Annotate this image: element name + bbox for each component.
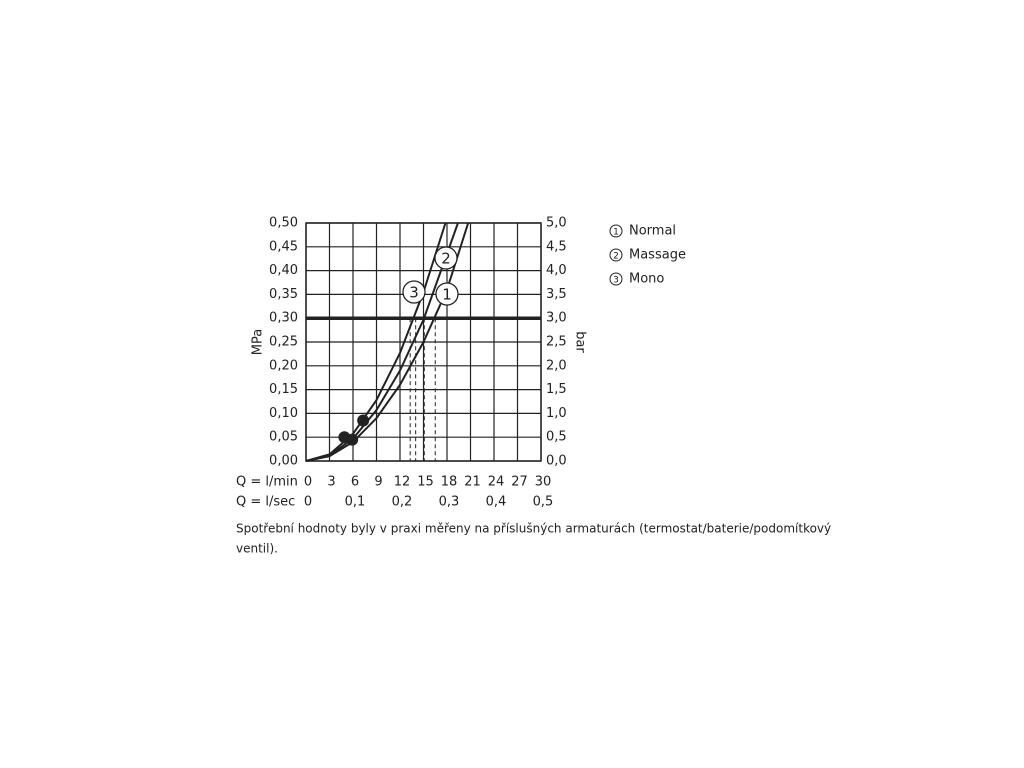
y-tick-label: 0,05 bbox=[269, 430, 298, 445]
x2-tick-label: 0,2 bbox=[392, 495, 413, 510]
x-tick-label: 6 bbox=[351, 475, 359, 490]
marker-dot bbox=[357, 414, 370, 427]
y2-tick-label: 3,0 bbox=[546, 311, 567, 326]
y2-tick-label: 0,0 bbox=[546, 454, 567, 469]
y2-tick-label: 1,5 bbox=[546, 382, 567, 397]
legend-circle bbox=[609, 248, 623, 262]
x-tick-label: 27 bbox=[511, 475, 528, 490]
x-tick-label: 24 bbox=[488, 475, 505, 490]
plot-frame bbox=[305, 222, 542, 462]
x-tick-label: 15 bbox=[417, 475, 434, 490]
x-tick-label: 0 bbox=[304, 475, 312, 490]
legend-label: Massage bbox=[629, 248, 686, 263]
y-tick-label: 0,25 bbox=[269, 335, 298, 350]
curve-label-circle bbox=[402, 280, 426, 304]
y2-tick-label: 5,0 bbox=[546, 216, 567, 231]
x-tick-label: 30 bbox=[535, 475, 552, 490]
caption: ventil). bbox=[236, 542, 278, 556]
curve-label: 3 bbox=[409, 284, 419, 302]
y2-tick-label: 2,0 bbox=[546, 358, 567, 373]
marker-dot bbox=[346, 433, 359, 446]
y-tick-label: 0,00 bbox=[269, 454, 298, 469]
y-tick-label: 0,20 bbox=[269, 358, 298, 373]
y-tick-label: 0,10 bbox=[269, 406, 298, 421]
y2-tick-label: 4,0 bbox=[546, 263, 567, 278]
curve-label: 2 bbox=[441, 250, 451, 268]
curve-label-circle bbox=[434, 246, 458, 270]
y2-tick-label: 1,0 bbox=[546, 406, 567, 421]
legend-number: 3 bbox=[613, 276, 619, 286]
y-tick-label: 0,35 bbox=[269, 287, 298, 302]
y-axis-label: MPa bbox=[251, 329, 266, 355]
y2-tick-label: 2,5 bbox=[546, 335, 567, 350]
curve-label: 1 bbox=[442, 286, 452, 304]
y2-tick-label: 3,5 bbox=[546, 287, 567, 302]
caption: Spotřební hodnoty byly v praxi měřeny na… bbox=[236, 522, 831, 536]
legend-label: Normal bbox=[629, 224, 676, 239]
x-tick-label: 12 bbox=[394, 475, 411, 490]
y-tick-label: 0,50 bbox=[269, 216, 298, 231]
y2-tick-label: 4,5 bbox=[546, 239, 567, 254]
y2-tick-label: 0,5 bbox=[546, 430, 567, 445]
x-tick-label: 18 bbox=[441, 475, 458, 490]
legend-number: 1 bbox=[613, 228, 619, 238]
y-tick-label: 0,40 bbox=[269, 263, 298, 278]
curve-label-circle bbox=[435, 282, 459, 306]
y-tick-label: 0,15 bbox=[269, 382, 298, 397]
legend-circle bbox=[609, 224, 623, 238]
x-tick-label: 3 bbox=[327, 475, 335, 490]
x2-tick-label: 0,3 bbox=[439, 495, 460, 510]
x2-tick-label: 0 bbox=[304, 495, 312, 510]
x-tick-label: 21 bbox=[464, 475, 481, 490]
legend-number: 2 bbox=[613, 252, 619, 262]
x2-tick-label: 0,1 bbox=[345, 495, 366, 510]
x-axis-label: Q = l/min bbox=[236, 475, 298, 490]
legend-label: Mono bbox=[629, 272, 664, 287]
x2-tick-label: 0,4 bbox=[486, 495, 507, 510]
y2-axis-label: bar bbox=[573, 331, 588, 353]
x-tick-label: 9 bbox=[374, 475, 382, 490]
y-tick-label: 0,30 bbox=[269, 311, 298, 326]
y-tick-label: 0,45 bbox=[269, 239, 298, 254]
x2-tick-label: 0,5 bbox=[533, 495, 554, 510]
x2-axis-label: Q = l/sec bbox=[236, 495, 295, 510]
legend-circle bbox=[609, 272, 623, 286]
